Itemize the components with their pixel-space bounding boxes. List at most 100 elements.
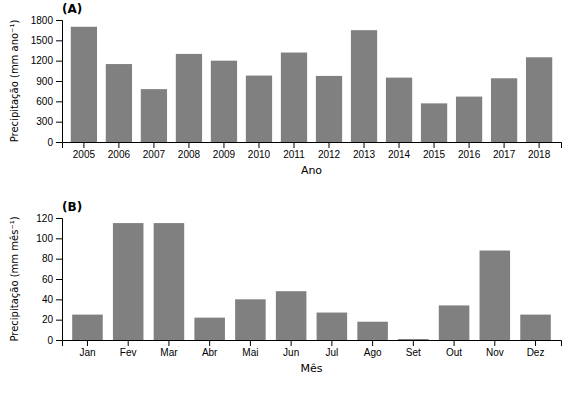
- tick: Ago: [364, 340, 382, 358]
- tick-mark: [364, 142, 365, 148]
- tick-label: 80: [42, 253, 54, 264]
- tick-mark: [56, 238, 62, 239]
- tick-label: Mai: [242, 347, 258, 358]
- x-axis-label: Ano: [301, 164, 322, 177]
- tick-mark: [413, 340, 414, 346]
- figure: 2005200620072008200920102011201220132014…: [0, 0, 573, 404]
- tick: 900: [36, 76, 62, 87]
- tick-mark: [56, 299, 62, 300]
- tick-mark: [56, 142, 62, 143]
- tick: Dez: [527, 340, 545, 358]
- tick-label: 2013: [353, 149, 376, 160]
- tick-mark: [209, 340, 210, 346]
- tick-label: 2005: [73, 149, 96, 160]
- tick-mark: [56, 81, 62, 82]
- bar: [246, 76, 272, 142]
- tick-label: 20: [42, 314, 54, 325]
- tick-label: Mar: [160, 347, 178, 358]
- tick: Set: [406, 340, 421, 358]
- tick-label: 2011: [283, 149, 305, 160]
- tick-label: 2016: [458, 149, 481, 160]
- tick-mark: [434, 142, 435, 148]
- bar: [194, 318, 225, 340]
- tick-mark: [258, 142, 259, 148]
- tick-label: Fev: [120, 347, 137, 358]
- tick: 0: [47, 137, 62, 148]
- tick-mark: [293, 142, 294, 148]
- tick-label: 2012: [318, 149, 341, 160]
- tick: 80: [42, 253, 62, 264]
- tick-label: Jun: [283, 347, 299, 358]
- tick: 2013: [353, 142, 376, 160]
- bar: [386, 78, 412, 142]
- panel: 2005200620072008200920102011201220132014…: [9, 2, 562, 177]
- tick-mark: [56, 279, 62, 280]
- tick: 1800: [31, 15, 62, 26]
- tick-mark: [539, 142, 540, 148]
- tick-mark: [291, 340, 292, 346]
- tick-mark: [223, 142, 224, 148]
- tick: 0: [47, 335, 62, 346]
- marks: [71, 27, 552, 142]
- tick-mark: [83, 142, 84, 148]
- tick: 2008: [178, 142, 201, 160]
- bar: [526, 57, 552, 142]
- tick: Jul: [325, 340, 338, 358]
- panel-label: (A): [62, 2, 82, 16]
- tick-label: 120: [36, 213, 53, 224]
- tick-mark: [454, 340, 455, 346]
- tick-mark: [118, 142, 119, 148]
- tick: 2018: [528, 142, 551, 160]
- tick: 2017: [493, 142, 516, 160]
- tick-mark: [128, 340, 129, 346]
- tick-label: 300: [36, 116, 53, 127]
- axis-line: [63, 143, 562, 149]
- bar: [113, 223, 144, 340]
- tick-label: 2015: [423, 149, 446, 160]
- tick: 2015: [423, 142, 446, 160]
- tick: 20: [42, 314, 62, 325]
- tick-label: 1200: [31, 55, 54, 66]
- bar: [398, 339, 429, 340]
- tick-mark: [535, 340, 536, 346]
- tick: Nov: [486, 340, 504, 358]
- axis-line: [56, 219, 63, 341]
- tick: 2006: [108, 142, 131, 160]
- panel: JanFevMarAbrMaiJunJulAgoSetOutNovDez0204…: [9, 200, 562, 375]
- tick-label: 40: [42, 294, 54, 305]
- tick-mark: [87, 340, 88, 346]
- tick-label: 0: [47, 335, 53, 346]
- tick-label: 1500: [31, 35, 54, 46]
- tick: 2005: [73, 142, 96, 160]
- tick: 2016: [458, 142, 481, 160]
- tick-label: Out: [446, 347, 462, 358]
- bar: [71, 27, 97, 142]
- tick-label: 2014: [388, 149, 411, 160]
- bar: [520, 315, 551, 340]
- bar: [235, 299, 266, 340]
- tick: Out: [446, 340, 462, 358]
- axis-line: [63, 341, 562, 347]
- tick-label: 100: [36, 233, 53, 244]
- bar: [480, 251, 511, 340]
- y-axis-label: Precipitação (mm mês⁻¹): [9, 216, 20, 341]
- tick-label: 2008: [178, 149, 201, 160]
- tick: Fev: [120, 340, 137, 358]
- tick: 100: [36, 233, 62, 244]
- bar: [357, 322, 388, 340]
- tick-mark: [331, 340, 332, 346]
- tick-label: 2010: [248, 149, 271, 160]
- bar: [211, 61, 237, 142]
- tick-label: Jul: [325, 347, 338, 358]
- tick: 2014: [388, 142, 411, 160]
- bar: [316, 76, 342, 142]
- bar: [421, 103, 447, 142]
- tick: 600: [36, 96, 62, 107]
- tick: Jun: [283, 340, 299, 358]
- tick-label: Abr: [202, 347, 218, 358]
- tick-mark: [329, 142, 330, 148]
- tick-label: Dez: [527, 347, 545, 358]
- tick-label: 2006: [108, 149, 131, 160]
- tick: 2012: [318, 142, 341, 160]
- y-axis: 020406080100120: [36, 213, 62, 346]
